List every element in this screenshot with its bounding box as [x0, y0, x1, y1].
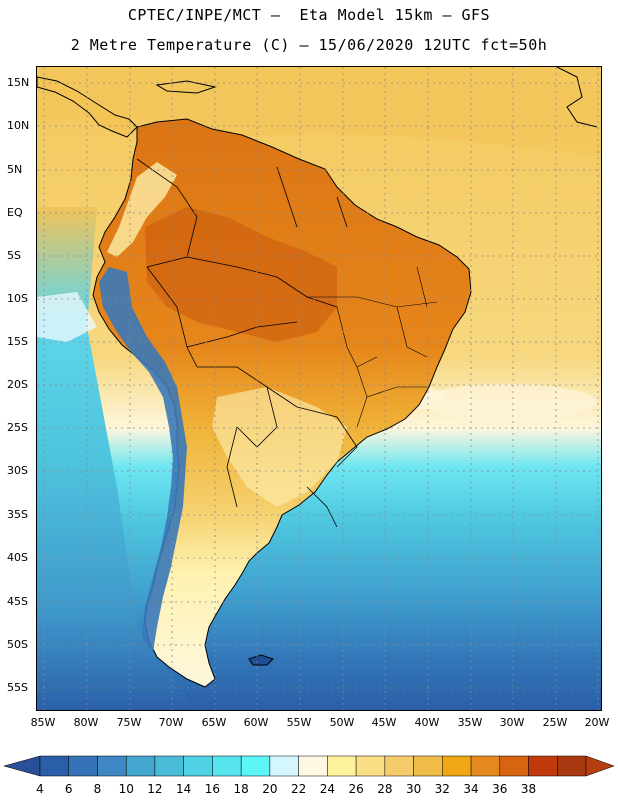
colorbar-swatch — [557, 755, 587, 777]
lon-label: 60W — [243, 716, 269, 729]
lon-label: 30W — [499, 716, 525, 729]
lat-label: 20S — [7, 378, 28, 391]
lat-label: 50S — [7, 638, 28, 651]
lon-label: 25W — [542, 716, 568, 729]
lon-label: 55W — [286, 716, 312, 729]
temperature-colorbar — [3, 755, 615, 777]
colorbar-level-label: 24 — [319, 782, 335, 796]
colorbar-swatch — [442, 755, 472, 777]
lon-label: 75W — [116, 716, 142, 729]
lat-label: 10N — [7, 119, 30, 132]
lon-label: 65W — [201, 716, 227, 729]
lat-label: 35S — [7, 508, 28, 521]
lon-label: 85W — [30, 716, 56, 729]
caribbean-islands — [155, 80, 217, 94]
colorbar-level-label: 30 — [405, 782, 422, 796]
colorbar-swatch — [528, 755, 558, 777]
colorbar-swatch — [125, 755, 156, 777]
colorbar-level-label: 4 — [36, 782, 44, 796]
central-america-land — [37, 76, 138, 138]
colorbar-swatch — [183, 755, 213, 777]
lon-label: 80W — [73, 716, 99, 729]
lat-label: 45S — [7, 595, 28, 608]
lat-label: 10S — [7, 292, 28, 305]
colorbar-level-label: 10 — [118, 782, 134, 796]
colorbar-swatch — [355, 755, 386, 777]
lat-lon-grid — [37, 67, 601, 710]
lon-label: 40W — [414, 716, 440, 729]
map-subtitle: 2 Metre Temperature (C) – 15/06/2020 12U… — [70, 36, 548, 54]
colorbar-swatch — [470, 755, 501, 777]
colorbar-swatch — [240, 755, 271, 777]
colorbar-swatch — [384, 755, 414, 777]
colorbar-level-label: 36 — [492, 782, 508, 796]
colorbar-swatch — [39, 755, 69, 777]
lat-label: 40S — [7, 551, 28, 564]
colorbar-level-label: 16 — [204, 782, 221, 796]
colorbar-over-arrow — [585, 755, 615, 777]
lat-label: 25S — [7, 421, 28, 434]
colorbar-level-label: 38 — [520, 782, 537, 796]
colorbar-swatch — [413, 755, 443, 777]
colorbar-level-label: 26 — [348, 782, 364, 796]
colorbar-level-label: 12 — [147, 782, 163, 796]
lat-label: 5N — [7, 163, 23, 176]
lon-label: 50W — [329, 716, 355, 729]
colorbar-level-label: 34 — [463, 782, 479, 796]
colorbar-level-label: 18 — [233, 782, 249, 796]
colorbar-level-label: 28 — [377, 782, 393, 796]
colorbar-swatch — [327, 755, 357, 777]
colorbar-level-label: 14 — [176, 782, 192, 796]
colorbar-swatch — [212, 755, 242, 777]
lat-label: EQ — [7, 206, 23, 219]
lon-label: 45W — [371, 716, 397, 729]
lon-label: 35W — [457, 716, 483, 729]
colorbar-level-label: 6 — [64, 782, 73, 796]
temperature-map — [37, 67, 601, 710]
colorbar-level-label: 32 — [434, 782, 450, 796]
colorbar-under-arrow — [3, 755, 41, 777]
lat-label: 55S — [7, 681, 28, 694]
state-borders — [307, 266, 438, 428]
colorbar-swatch — [154, 755, 184, 777]
colorbar-swatch — [97, 755, 127, 777]
lat-label: 15N — [7, 76, 30, 89]
colorbar-swatch — [499, 755, 529, 777]
colorbar-swatch — [269, 755, 299, 777]
map-title: CPTEC/INPE/MCT – Eta Model 15km – GFS — [127, 6, 491, 24]
lat-label: 30S — [7, 464, 28, 477]
colorbar-level-label: 22 — [290, 782, 307, 796]
map-panel[interactable] — [36, 66, 602, 711]
falklands-islands — [248, 654, 274, 666]
colorbar-level-label: 8 — [93, 782, 102, 796]
lat-label: 5S — [7, 249, 21, 262]
colorbar-swatch — [298, 755, 328, 777]
lon-label: 20W — [584, 716, 610, 729]
colorbar-level-label: 20 — [262, 782, 278, 796]
lon-label: 70W — [158, 716, 184, 729]
lat-label: 15S — [7, 335, 28, 348]
colorbar-swatch — [68, 755, 98, 777]
